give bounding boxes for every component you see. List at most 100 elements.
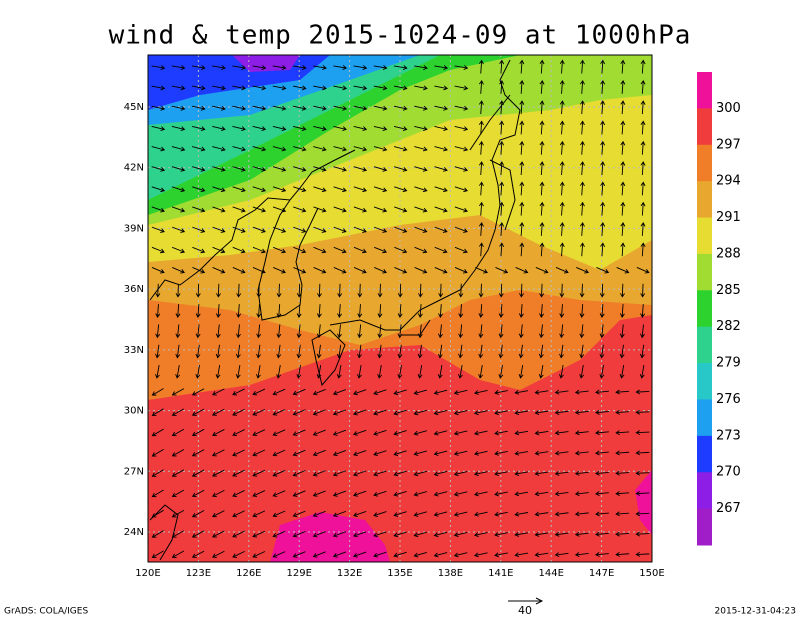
wind-arrow [413,409,427,416]
wind-arrow [293,166,307,172]
lon-label: 147E [589,568,614,579]
wind-arrow [272,85,287,91]
wind-arrow [534,552,549,558]
wind-arrow [499,140,505,155]
wind-arrow [252,469,266,477]
wind-arrow [151,85,166,91]
wind-arrow [397,344,403,359]
wind-arrow [478,120,484,135]
wind-arrow [615,491,630,496]
wind-arrow [212,125,226,132]
wind-arrow [574,450,589,456]
wind-arrow [373,226,388,233]
wind-arrow [313,65,327,70]
wind-arrow [579,181,585,196]
wind-arrow [414,65,428,70]
wind-arrow [313,206,327,213]
wind-arrow [293,146,307,152]
wind-arrow [216,283,221,298]
wind-arrow [413,552,427,558]
wind-arrow [579,79,585,94]
wind-arrow [316,344,322,359]
wind-arrow [252,105,267,111]
wind-arrow [514,491,529,497]
wind-arrow [453,430,468,436]
wind-arrow [313,166,327,172]
wind-arrow [535,267,549,274]
colorbar-swatch [697,399,712,437]
wind-arrow [212,105,226,111]
wind-arrow [175,324,181,339]
wind-arrow [499,100,505,115]
wind-arrow [433,450,448,456]
wind-arrow [195,344,201,359]
wind-arrow [252,246,266,254]
wind-arrow [191,510,205,518]
wind-arrow [373,490,387,497]
wind-arrow [433,552,448,558]
wind-arrow [191,388,205,396]
wind-arrow [232,510,245,518]
wind-arrow [252,166,267,172]
wind-arrow [333,226,347,233]
wind-arrow [458,365,463,379]
wind-arrow [433,511,448,517]
wind-arrow [192,166,206,172]
wind-arrow [232,490,245,497]
wind-arrow [478,324,484,339]
wind-arrow [232,146,246,152]
wind-arrow [498,365,504,379]
wind-arrow [499,59,505,74]
wind-arrow [494,552,508,558]
wind-arrow [353,490,367,497]
wind-arrow [559,161,565,176]
wind-arrow [453,491,468,497]
wind-arrow [494,430,508,436]
wind-arrow [252,388,266,396]
wind-arrow [620,181,626,196]
wind-arrow [192,186,206,193]
wind-arrow [514,511,529,517]
wind-arrow [620,100,626,115]
wind-arrow [635,409,650,415]
wind-arrow [619,344,625,359]
wind-arrow [599,324,605,339]
wind-arrow [574,410,589,415]
wind-arrow [252,206,266,213]
wind-arrow [478,181,484,196]
wind-arrow [397,283,403,298]
wind-arrow [252,530,266,538]
wind-arrow [579,140,585,155]
wind-arrow [438,304,444,318]
wind-arrow [353,409,367,416]
wind-arrow [191,408,205,416]
wind-arrow [579,324,585,339]
wind-arrow [312,409,326,416]
wind-arrow [559,324,565,339]
footer-left: GrADS: COLA/IGES [4,607,88,617]
wind-arrow [394,206,408,213]
wind-arrow [554,471,569,476]
wind-arrow [373,551,387,558]
wind-arrow [433,470,448,477]
wind-arrow [635,389,650,395]
colorbar-swatch [697,253,712,291]
wind-arrow [292,429,306,436]
wind-arrow [272,551,286,558]
wind-arrow [353,450,367,457]
wind-arrow [478,283,484,298]
wind-arrow [377,344,383,359]
wind-arrow [600,181,606,196]
wind-arrow [171,449,185,457]
wind-arrow [539,181,545,196]
wind-arrow [373,125,388,132]
wind-arrow [191,469,205,477]
wind-arrow [393,511,407,517]
wind-arrow [414,166,428,172]
wind-arrow [373,246,388,254]
wind-arrow [574,470,589,476]
wind-arrow [373,166,388,172]
wind-arrow [171,226,186,233]
band [270,512,390,562]
